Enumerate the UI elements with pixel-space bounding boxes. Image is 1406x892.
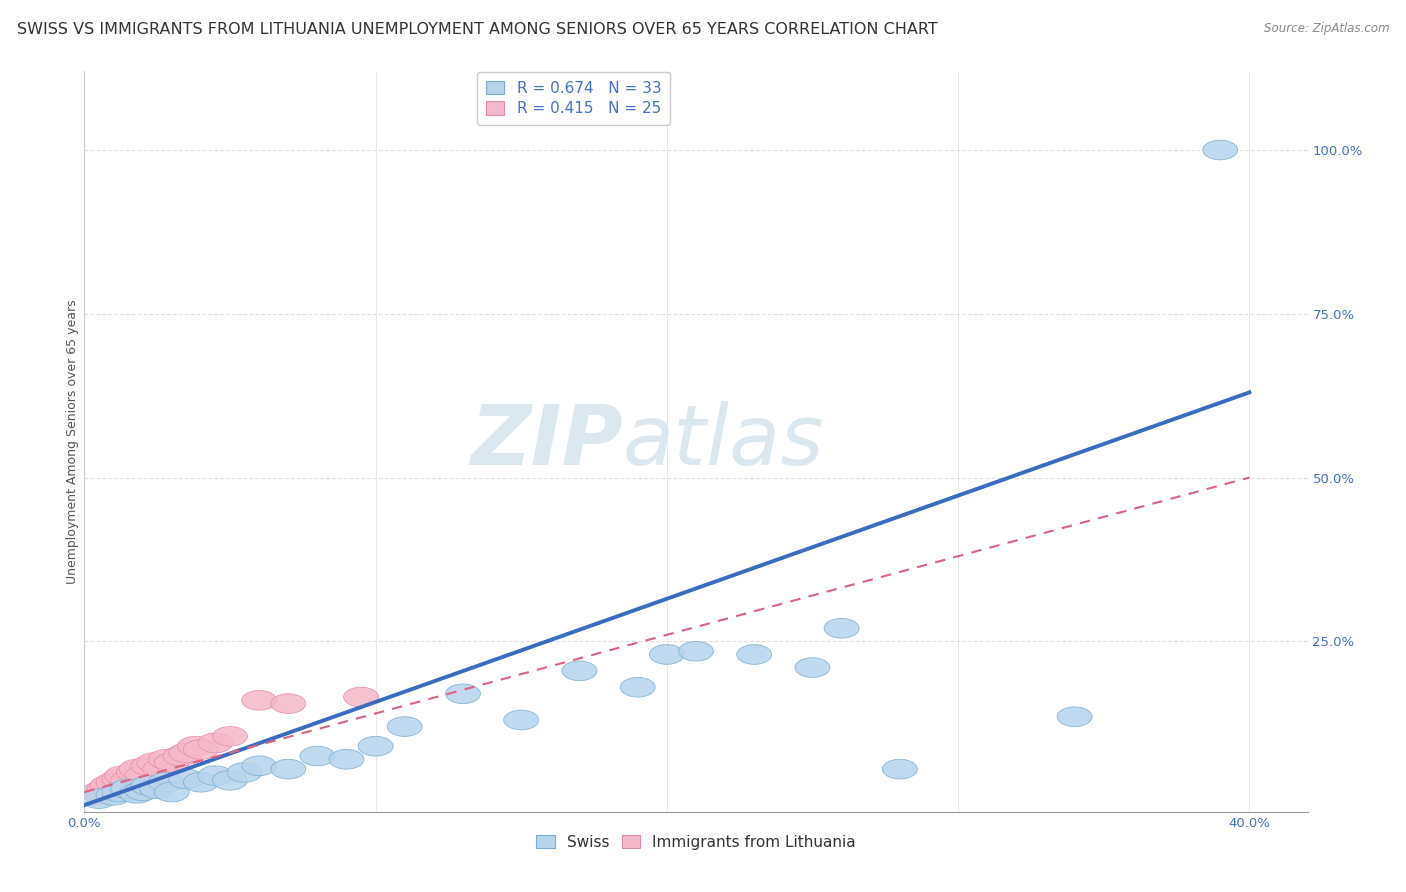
Ellipse shape: [387, 716, 422, 737]
Ellipse shape: [212, 727, 247, 747]
Ellipse shape: [82, 782, 117, 802]
Text: ZIP: ZIP: [470, 401, 623, 482]
Ellipse shape: [155, 753, 190, 772]
Y-axis label: Unemployment Among Seniors over 65 years: Unemployment Among Seniors over 65 years: [66, 299, 79, 584]
Ellipse shape: [883, 759, 917, 779]
Text: SWISS VS IMMIGRANTS FROM LITHUANIA UNEMPLOYMENT AMONG SENIORS OVER 65 YEARS CORR: SWISS VS IMMIGRANTS FROM LITHUANIA UNEMP…: [17, 22, 938, 37]
Ellipse shape: [136, 753, 172, 772]
Ellipse shape: [271, 759, 305, 779]
Ellipse shape: [183, 772, 218, 792]
Text: atlas: atlas: [623, 401, 824, 482]
Ellipse shape: [169, 769, 204, 789]
Ellipse shape: [1202, 140, 1237, 160]
Ellipse shape: [228, 763, 262, 782]
Ellipse shape: [139, 779, 174, 798]
Ellipse shape: [82, 789, 117, 808]
Ellipse shape: [446, 684, 481, 704]
Ellipse shape: [198, 766, 233, 786]
Ellipse shape: [87, 779, 122, 798]
Ellipse shape: [620, 677, 655, 697]
Ellipse shape: [96, 772, 131, 792]
Ellipse shape: [329, 749, 364, 769]
Ellipse shape: [562, 661, 598, 681]
Ellipse shape: [242, 690, 277, 710]
Ellipse shape: [198, 733, 233, 753]
Ellipse shape: [155, 782, 190, 802]
Ellipse shape: [149, 749, 183, 769]
Ellipse shape: [359, 737, 394, 756]
Ellipse shape: [125, 780, 160, 801]
Ellipse shape: [120, 759, 155, 779]
Ellipse shape: [183, 739, 218, 759]
Ellipse shape: [90, 776, 125, 796]
Ellipse shape: [120, 783, 155, 803]
Ellipse shape: [111, 779, 146, 798]
Ellipse shape: [101, 782, 136, 802]
Ellipse shape: [794, 657, 830, 677]
Ellipse shape: [96, 786, 131, 805]
Ellipse shape: [149, 772, 183, 792]
Ellipse shape: [125, 766, 160, 786]
Ellipse shape: [163, 747, 198, 766]
Ellipse shape: [169, 743, 204, 763]
Ellipse shape: [117, 763, 152, 782]
Legend: Swiss, Immigrants from Lithuania: Swiss, Immigrants from Lithuania: [530, 829, 862, 856]
Ellipse shape: [299, 747, 335, 766]
Ellipse shape: [131, 776, 166, 796]
Ellipse shape: [177, 737, 212, 756]
Ellipse shape: [142, 759, 177, 779]
Ellipse shape: [824, 618, 859, 638]
Ellipse shape: [650, 645, 685, 665]
Ellipse shape: [271, 694, 305, 714]
Ellipse shape: [503, 710, 538, 730]
Ellipse shape: [104, 766, 139, 786]
Ellipse shape: [131, 756, 166, 776]
Ellipse shape: [343, 687, 378, 706]
Ellipse shape: [101, 769, 136, 789]
Ellipse shape: [1057, 706, 1092, 727]
Ellipse shape: [212, 771, 247, 790]
Ellipse shape: [679, 641, 713, 661]
Text: Source: ZipAtlas.com: Source: ZipAtlas.com: [1264, 22, 1389, 36]
Ellipse shape: [111, 771, 146, 790]
Ellipse shape: [242, 756, 277, 776]
Ellipse shape: [737, 645, 772, 665]
Ellipse shape: [76, 786, 111, 805]
